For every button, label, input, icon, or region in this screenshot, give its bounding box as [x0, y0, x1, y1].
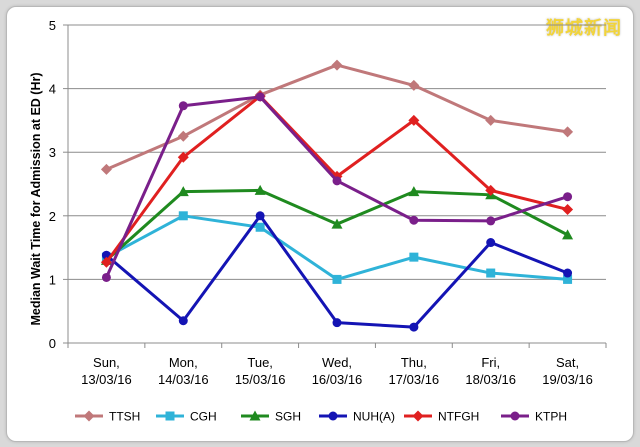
legend-label-ttsh: TTSH — [109, 410, 140, 424]
y-axis-label: Median Wait Time for Admission at ED (Hr… — [29, 72, 43, 325]
data-point-ttsh — [177, 130, 189, 142]
x-tick-label: Sat, 19/03/16 — [542, 355, 593, 387]
data-point-cgh — [409, 252, 419, 262]
data-point-cgh — [332, 274, 342, 284]
data-point-sgh — [408, 186, 420, 197]
data-point-ktph — [255, 92, 265, 102]
legend-label-sgh: SGH — [275, 410, 301, 424]
data-point-ntfgh — [408, 114, 420, 126]
data-point-cgh — [178, 211, 188, 221]
chart-frame — [6, 6, 634, 442]
data-point-nuha — [409, 322, 419, 332]
data-point-sgh — [254, 184, 266, 195]
data-point-ttsh — [562, 126, 574, 138]
data-point-ttsh — [100, 163, 112, 175]
data-point-sgh — [177, 186, 189, 197]
legend-marker-ttsh — [83, 410, 95, 422]
data-point-nuha — [255, 211, 265, 221]
watermark-logo: 狮城新闻 — [546, 18, 622, 38]
legend-label-ntfgh: NTFGH — [438, 410, 479, 424]
data-point-ktph — [486, 216, 496, 226]
x-tick-label: Mon, 14/03/16 — [158, 355, 209, 387]
y-tick-label: 1 — [49, 272, 56, 287]
data-point-ttsh — [331, 59, 343, 71]
series-line-ktph — [105, 95, 569, 279]
y-tick-label: 2 — [49, 209, 56, 224]
data-point-ntfgh — [100, 256, 112, 268]
data-point-nuha — [332, 318, 342, 328]
data-point-nuha — [563, 268, 573, 278]
data-point-ktph — [332, 176, 342, 186]
legend-marker-ntfgh — [412, 410, 424, 422]
data-point-cgh — [486, 268, 496, 278]
legend-label-ktph: KTPH — [535, 410, 567, 424]
y-tick-label: 5 — [49, 18, 56, 33]
x-tick-label: Thu, 17/03/16 — [389, 355, 440, 387]
data-point-sgh — [562, 229, 574, 240]
series-line-nuha — [105, 214, 569, 329]
series-line-ttsh — [105, 63, 568, 171]
y-tick-label: 3 — [49, 145, 56, 160]
legend-marker-nuha — [328, 411, 338, 421]
x-tick-label: Sun, 13/03/16 — [81, 355, 132, 387]
data-point-ktph — [409, 215, 419, 225]
data-point-nuha — [178, 316, 188, 326]
data-point-ttsh — [408, 79, 420, 91]
data-point-cgh — [255, 222, 265, 232]
data-point-ktph — [101, 272, 111, 282]
data-point-cgh — [563, 274, 573, 284]
y-tick-label: 4 — [49, 82, 56, 97]
legend-marker-cgh — [165, 411, 175, 421]
y-tick-label: 0 — [49, 336, 56, 351]
x-tick-label: Wed, 16/03/16 — [312, 355, 363, 387]
legend-marker-sgh — [249, 410, 261, 421]
data-point-ttsh — [485, 114, 497, 126]
legend-label-nuha: NUH(A) — [353, 410, 395, 424]
data-point-ktph — [563, 192, 573, 202]
legend-marker-ktph — [510, 411, 520, 421]
data-point-sgh — [331, 218, 343, 229]
legend-label-cgh: CGH — [190, 410, 217, 424]
data-point-ntfgh — [177, 151, 189, 163]
x-tick-label: Fri, 18/03/16 — [465, 355, 516, 387]
data-point-ktph — [178, 101, 188, 111]
data-point-nuha — [486, 238, 496, 248]
data-point-ntfgh — [562, 203, 574, 215]
x-tick-label: Tue, 15/03/16 — [235, 355, 286, 387]
data-point-ntfgh — [485, 184, 497, 196]
